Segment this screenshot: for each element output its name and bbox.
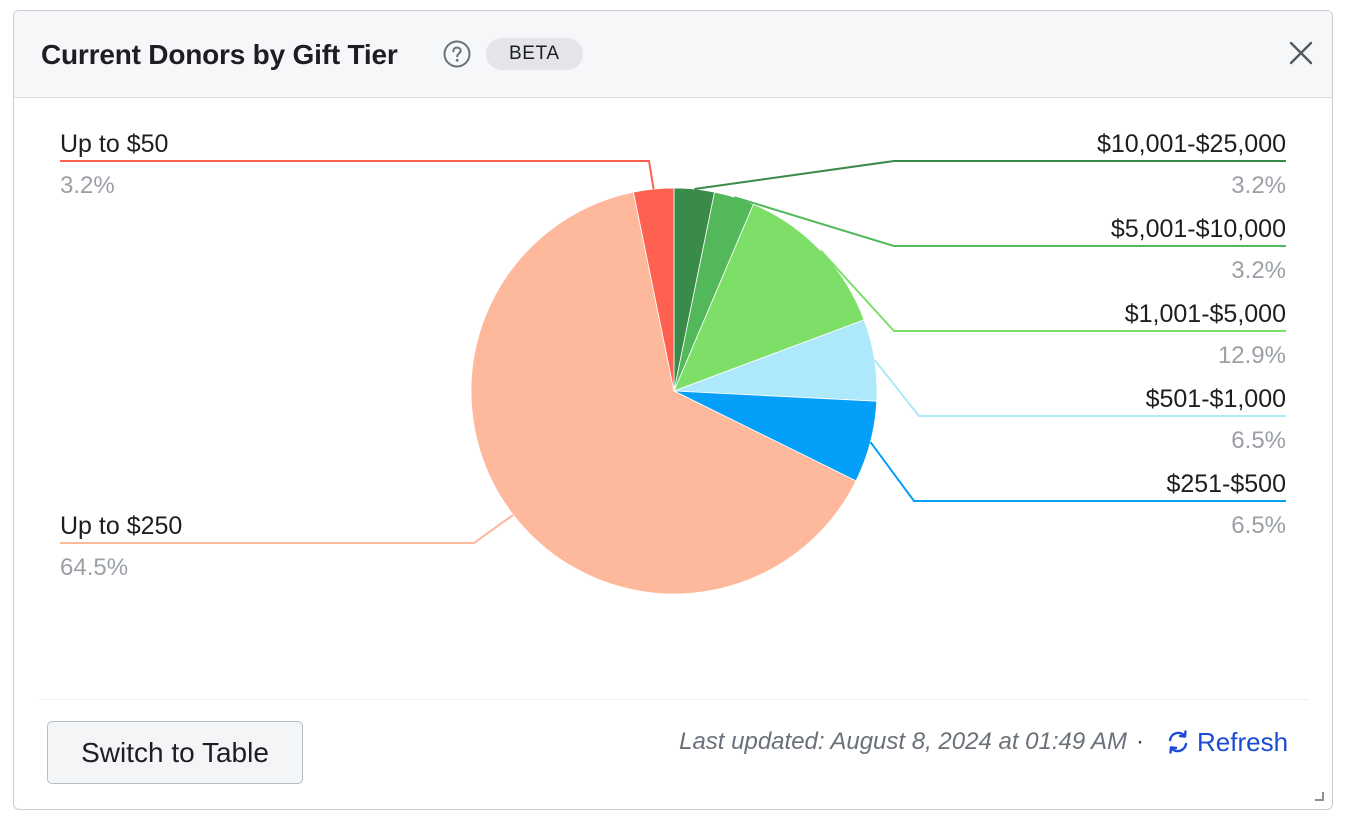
slice-percent-5-001-10-000: 3.2%	[1231, 257, 1286, 284]
slice-percent-1-001-5-000: 12.9%	[1218, 342, 1286, 369]
slice-percent-251-500: 6.5%	[1231, 512, 1286, 539]
refresh-icon	[1168, 730, 1188, 754]
help-circle-icon[interactable]	[443, 40, 471, 68]
leader-line-10-001-25-000	[694, 160, 1286, 190]
slice-label-up-to-250: Up to $250	[60, 512, 182, 540]
slice-label-501-1-000: $501-$1,000	[1146, 385, 1286, 413]
beta-badge: BETA	[486, 38, 583, 70]
slice-label-up-to-50: Up to $50	[60, 130, 168, 158]
refresh-button[interactable]: Refresh	[1165, 725, 1288, 759]
last-updated-text: Last updated: August 8, 2024 at 01:49 AM	[679, 728, 1127, 755]
slice-label-10-001-25-000: $10,001-$25,000	[1097, 130, 1286, 158]
close-icon[interactable]	[1287, 39, 1315, 67]
slice-label-1-001-5-000: $1,001-$5,000	[1125, 300, 1286, 328]
slice-label-5-001-10-000: $5,001-$10,000	[1111, 215, 1286, 243]
switch-to-table-button[interactable]: Switch to Table	[47, 721, 303, 784]
slice-percent-501-1-000: 6.5%	[1231, 427, 1286, 454]
leader-line-up-to-250	[60, 514, 514, 544]
slice-percent-10-001-25-000: 3.2%	[1231, 172, 1286, 199]
widget-title: Current Donors by Gift Tier	[41, 39, 398, 70]
pie-slice-up-to-50	[632, 187, 675, 392]
slice-label-251-500: $251-$500	[1166, 470, 1286, 498]
slice-percent-up-to-50: 3.2%	[60, 172, 115, 199]
separator-dot: ·	[1136, 728, 1144, 755]
refresh-label: Refresh	[1197, 726, 1289, 757]
resize-handle-icon[interactable]	[1314, 791, 1324, 801]
leader-line-1-001-5-000	[819, 249, 1286, 332]
donors-widget: Current Donors by Gift Tier BETA $10,001…	[13, 10, 1333, 810]
leader-line-5-001-10-000	[734, 196, 1286, 247]
leader-line-501-1-000	[873, 359, 1286, 417]
leader-line-up-to-50	[60, 160, 655, 190]
pie-chart-area: $10,001-$25,000 3.2% $5,001-$10,000 3.2% $1,…	[14, 99, 1332, 699]
leader-line-251-500	[869, 441, 1286, 502]
slice-percent-up-to-250: 64.5%	[60, 554, 128, 581]
footer-divider	[39, 699, 1309, 700]
widget-header: Current Donors by Gift Tier BETA	[14, 11, 1332, 98]
pie-chart: $10,001-$25,000 3.2% $5,001-$10,000 3.2% $1,…	[60, 130, 1286, 595]
